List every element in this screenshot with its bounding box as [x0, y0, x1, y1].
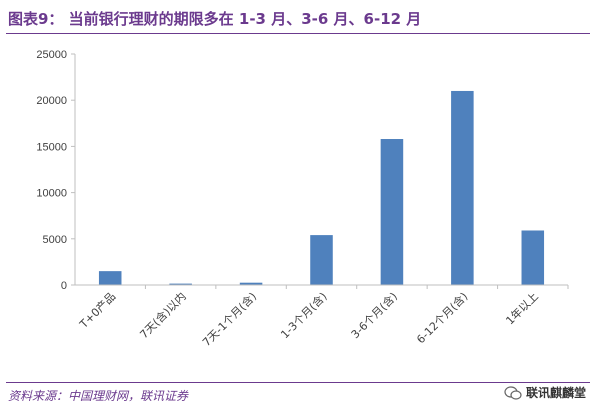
- title-divider: [6, 33, 590, 34]
- bar: [451, 90, 474, 286]
- bar: [521, 230, 545, 285]
- x-axis: T+0产品 7天(含)以内 7天-1个月(含) 1-3个月(含) 3-6个月(含) 6-1…: [75, 284, 569, 349]
- bar-chart: 0 5000 10000 15000 20000 25000 T+0产品 7天(含)以内 7天…: [36, 49, 569, 349]
- y-tick-label: 10000: [36, 188, 67, 200]
- bars: [98, 90, 545, 286]
- y-tick-label: 15000: [36, 141, 67, 153]
- x-tick-label: 6-12个月(含): [414, 289, 471, 346]
- x-tick-label: 7天-1个月(含): [199, 289, 259, 349]
- y-tick-label: 0: [61, 280, 67, 292]
- y-tick-label: 25000: [36, 49, 67, 61]
- y-axis: 0 5000 10000 15000 20000 25000: [36, 49, 76, 292]
- chat-bubble-icon: [504, 385, 522, 400]
- x-tick-label: 7天(含)以内: [137, 289, 189, 341]
- x-tick-label: 1年以上: [503, 289, 541, 327]
- y-tick-label: 20000: [36, 95, 67, 107]
- bar: [239, 282, 263, 285]
- x-tick-label: T+0产品: [76, 289, 118, 331]
- watermark-label: 联讯麒麟堂: [525, 386, 586, 400]
- bar: [98, 271, 122, 285]
- figure-title: 图表9： 当前银行理财的期限多在 1-3 月、3-6 月、6-12 月: [8, 10, 422, 28]
- y-tick-label: 5000: [43, 234, 67, 246]
- footer-divider: [6, 382, 590, 383]
- watermark: 联讯麒麟堂: [504, 384, 586, 401]
- x-tick-label: 3-6个月(含): [348, 289, 400, 341]
- bar: [380, 139, 404, 285]
- bar: [310, 235, 333, 285]
- bar: [169, 283, 192, 285]
- source-note: 资料来源：中国理财网，联讯证券: [8, 389, 189, 403]
- x-tick-label: 1-3个月(含): [278, 289, 330, 341]
